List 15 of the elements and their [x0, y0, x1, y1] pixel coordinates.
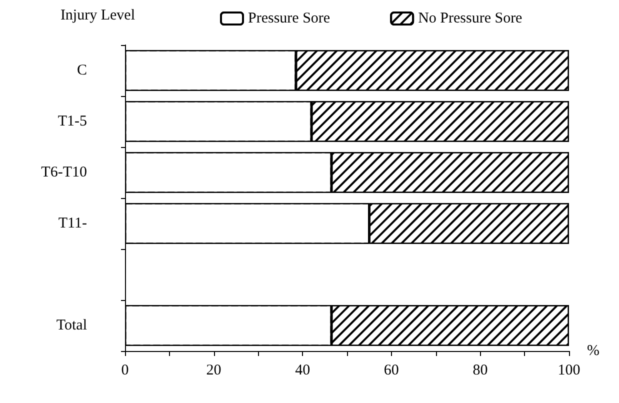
- y-axis-title: Injury Level: [60, 8, 135, 24]
- x-tick-label: 100: [558, 362, 580, 378]
- legend-label: Pressure Sore: [248, 10, 330, 26]
- y-tick-label: C: [76, 62, 87, 78]
- y-tick-label: T6-T10: [41, 164, 87, 180]
- y-tick-label: T1-5: [58, 114, 87, 130]
- x-tick-label: 40: [295, 362, 310, 378]
- x-tick-label: 20: [206, 362, 222, 378]
- x-tick-label: 60: [384, 362, 399, 378]
- x-tick-label: 0: [121, 362, 129, 378]
- y-tick-label: T11-: [58, 216, 87, 232]
- x-axis-title: %: [587, 343, 600, 359]
- x-tick-label: 80: [472, 362, 488, 378]
- y-tick-label: Total: [56, 318, 87, 334]
- legend-label: No Pressure Sore: [418, 10, 523, 26]
